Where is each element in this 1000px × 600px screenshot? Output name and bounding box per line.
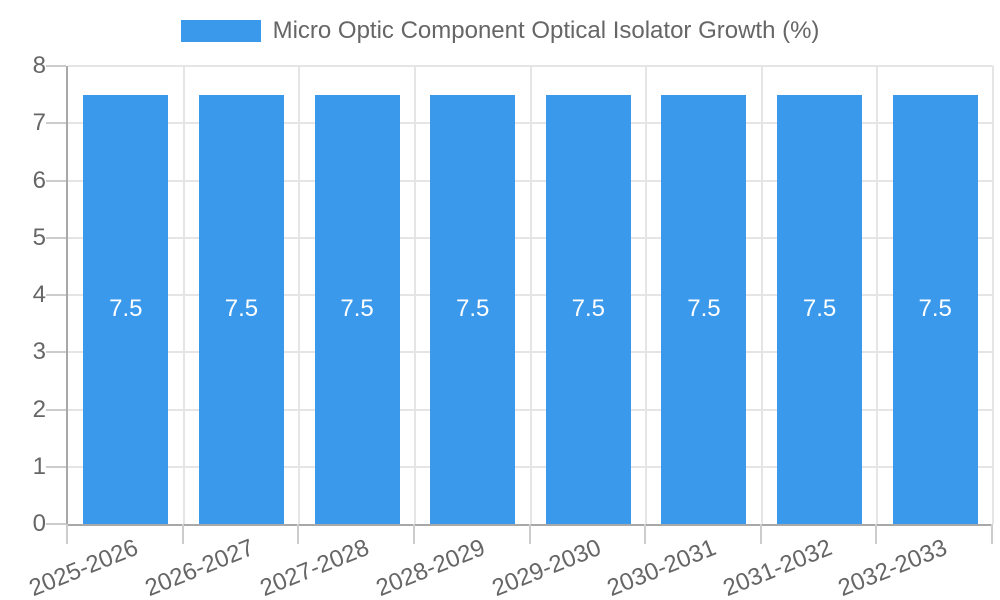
x-tick-mark [644, 524, 647, 544]
x-category-label: 2028-2029 [372, 534, 489, 600]
x-tick-mark [991, 524, 993, 544]
x-category-label: 2032-2033 [834, 534, 952, 600]
y-tick-mark [46, 465, 66, 468]
x-tick-mark [181, 524, 184, 544]
bar-value-label: 7.5 [918, 295, 952, 323]
plot-area: 7.5 7.5 7.5 7.5 7.5 7.5 7.5 7.5 [66, 65, 994, 526]
bar-value-label: 7.5 [456, 295, 490, 323]
y-tick-label: 7 [32, 109, 46, 137]
y-tick-mark [46, 523, 66, 525]
y-tick-mark [46, 179, 66, 182]
x-category-label: 2027-2028 [256, 534, 374, 600]
y-tick-label: 0 [32, 510, 46, 537]
x-category-label: 2029-2030 [487, 534, 605, 600]
y-tick-mark [46, 236, 66, 239]
bar[interactable]: 7.5 [777, 94, 863, 524]
x-tick-mark [412, 524, 415, 544]
x-tick-mark [297, 524, 300, 544]
bar-value-label: 7.5 [109, 295, 143, 323]
y-tick-mark [46, 65, 66, 67]
bar-value-label: 7.5 [687, 295, 721, 323]
x-tick-mark [875, 524, 878, 544]
legend-label: Micro Optic Component Optical Isolator G… [272, 17, 820, 44]
legend-color-swatch [180, 20, 261, 42]
bar[interactable]: 7.5 [314, 94, 400, 524]
x-tick-mark [528, 524, 531, 544]
x-category-label: 2026-2027 [141, 534, 258, 600]
x-tick-mark [66, 524, 68, 544]
x-tick-mark [759, 524, 762, 544]
x-grid-line [413, 66, 416, 524]
y-tick-mark [46, 122, 66, 125]
x-grid-line [992, 66, 994, 524]
y-tick-label: 5 [32, 223, 46, 251]
chart-legend[interactable]: Micro Optic Component Optical Isolator G… [0, 17, 1000, 45]
bar[interactable]: 7.5 [83, 94, 169, 524]
y-tick-label: 6 [32, 166, 46, 194]
y-tick-mark [46, 408, 66, 411]
x-category-label: 2030-2031 [603, 534, 721, 600]
x-grid-line [182, 66, 185, 524]
x-grid-line [529, 66, 532, 524]
bar[interactable]: 7.5 [661, 94, 747, 524]
x-grid-line [760, 66, 763, 524]
x-grid-line [298, 66, 301, 524]
x-category-label: 2031-2032 [719, 534, 836, 600]
bar[interactable]: 7.5 [198, 94, 284, 524]
x-grid-line [876, 66, 879, 524]
y-tick-label: 2 [32, 395, 46, 423]
y-tick-label: 3 [32, 338, 46, 366]
bar[interactable]: 7.5 [430, 94, 516, 524]
y-tick-label: 1 [32, 452, 46, 480]
y-tick-mark [46, 351, 66, 354]
bar-value-label: 7.5 [802, 295, 837, 323]
x-category-label: 2025-2026 [25, 534, 142, 600]
bar[interactable]: 7.5 [892, 94, 978, 524]
y-tick-mark [46, 294, 66, 296]
bar-value-label: 7.5 [340, 295, 374, 323]
bar-value-label: 7.5 [571, 295, 605, 323]
bar-value-label: 7.5 [224, 295, 259, 323]
y-tick-label: 8 [32, 52, 46, 79]
bar[interactable]: 7.5 [545, 94, 631, 524]
y-tick-label: 4 [32, 281, 46, 308]
x-grid-line [645, 66, 648, 524]
